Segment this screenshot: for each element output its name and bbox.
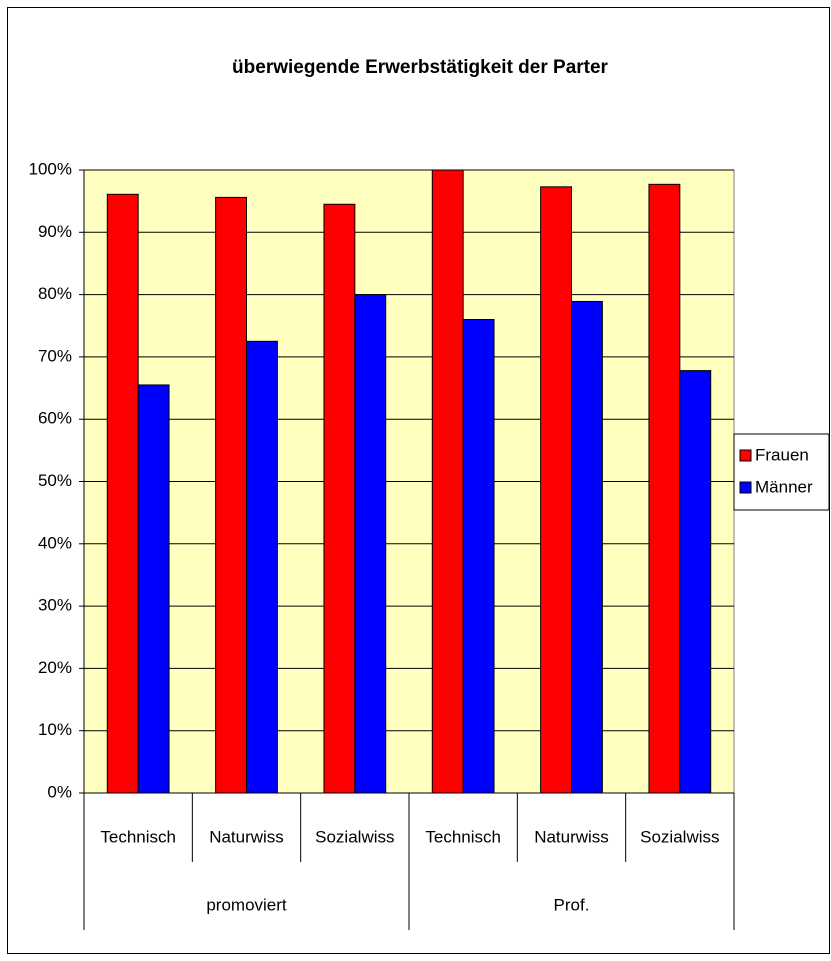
legend-label: Frauen <box>755 445 809 464</box>
bar <box>354 294 387 794</box>
group-label: promoviert <box>206 895 287 914</box>
x-tick-label: Sozialwiss <box>315 827 394 846</box>
group-label: Prof. <box>554 895 590 914</box>
bar <box>106 193 139 794</box>
legend-label: Männer <box>755 477 813 496</box>
x-tick-label: Sozialwiss <box>640 827 719 846</box>
bar <box>540 186 572 794</box>
bar <box>679 370 712 794</box>
bar <box>431 169 464 794</box>
y-tick-label: 80% <box>38 284 72 303</box>
bar <box>571 300 603 794</box>
y-tick-label: 50% <box>38 471 72 490</box>
y-tick-label: 10% <box>38 720 72 739</box>
y-tick-label: 20% <box>38 658 72 677</box>
x-tick-label: Technisch <box>100 827 176 846</box>
y-tick-label: 30% <box>38 596 72 615</box>
legend-swatch <box>739 449 752 462</box>
y-tick-label: 100% <box>29 159 72 178</box>
legend-swatch <box>739 481 752 494</box>
bar <box>462 319 495 794</box>
bar <box>215 196 247 794</box>
y-tick-label: 0% <box>47 782 72 801</box>
chart-title: überwiegende Erwerbstätigkeit der Parter <box>232 57 609 78</box>
x-tick-label: Naturwiss <box>209 827 284 846</box>
bar <box>246 340 278 794</box>
bar <box>648 183 681 794</box>
x-tick-label: Naturwiss <box>534 827 609 846</box>
y-tick-label: 70% <box>38 346 72 365</box>
x-tick-label: Technisch <box>425 827 501 846</box>
y-tick-label: 60% <box>38 409 72 428</box>
y-tick-label: 90% <box>38 222 72 241</box>
bar <box>137 384 170 794</box>
bar <box>323 203 356 794</box>
y-tick-label: 40% <box>38 533 72 552</box>
legend-box <box>733 433 830 511</box>
